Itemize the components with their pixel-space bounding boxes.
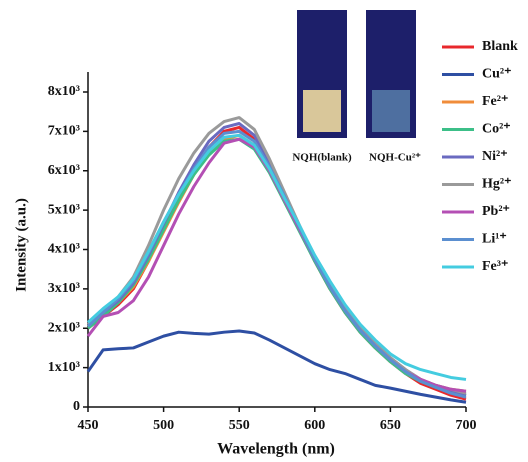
x-tick-label: 450 [78, 418, 99, 433]
y-tick-label: 5x10³ [48, 202, 80, 217]
y-tick-label: 7x10³ [48, 124, 80, 139]
legend-label: Li¹⁺ [482, 232, 507, 247]
y-tick-label: 6x10³ [48, 163, 80, 178]
y-tick-label: 2x10³ [48, 320, 80, 335]
x-tick-label: 500 [153, 418, 174, 433]
x-tick-label: 550 [229, 418, 250, 433]
inset-label: NQH-Cu²⁺ [369, 152, 421, 164]
photo-liquid [372, 90, 410, 132]
legend-label: Ni²⁺ [482, 149, 508, 164]
x-tick-label: 650 [380, 418, 401, 433]
legend-label: Blank [482, 39, 518, 54]
legend-label: Fe²⁺ [482, 94, 508, 109]
y-tick-label: 4x10³ [48, 242, 80, 257]
y-tick-label: 3x10³ [48, 281, 80, 296]
photo-liquid [303, 90, 341, 132]
x-tick-label: 600 [304, 418, 325, 433]
legend-label: Hg²⁺ [482, 177, 511, 192]
series-line [86, 329, 467, 404]
legend-label: Cu²⁺ [482, 67, 511, 82]
x-tick-label: 700 [456, 418, 477, 433]
y-tick-label: 1x10³ [48, 360, 80, 375]
x-axis-label: Wavelength (nm) [217, 441, 335, 458]
y-tick-label: 0 [73, 399, 80, 414]
y-tick-label: 8x10³ [48, 84, 80, 99]
y-axis-label: Intensity (a.u.) [13, 198, 29, 292]
legend-label: Pb²⁺ [482, 204, 510, 219]
series-line [86, 116, 467, 395]
series-line [86, 133, 467, 381]
inset-label: NQH(blank) [292, 152, 352, 164]
legend-label: Fe³⁺ [482, 259, 508, 274]
legend-label: Co²⁺ [482, 122, 511, 137]
